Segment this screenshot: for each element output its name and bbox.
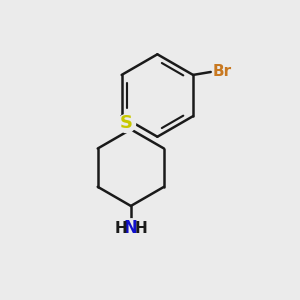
Text: H: H xyxy=(135,220,148,236)
Text: H: H xyxy=(114,220,127,236)
Text: Br: Br xyxy=(212,64,231,80)
Text: S: S xyxy=(120,114,133,132)
Text: N: N xyxy=(124,219,138,237)
